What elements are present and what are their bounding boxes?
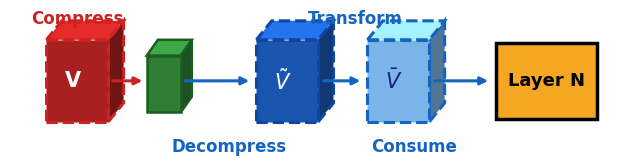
Polygon shape — [181, 40, 192, 112]
Text: V: V — [65, 71, 81, 91]
Polygon shape — [367, 21, 445, 40]
Polygon shape — [147, 40, 192, 56]
Text: Layer N: Layer N — [508, 72, 585, 90]
Polygon shape — [256, 40, 318, 122]
Polygon shape — [318, 21, 333, 122]
Bar — [496, 43, 597, 119]
Polygon shape — [256, 21, 333, 40]
Text: Consume: Consume — [371, 138, 457, 156]
Text: Compress: Compress — [31, 10, 123, 28]
Polygon shape — [429, 21, 445, 122]
Polygon shape — [47, 21, 123, 40]
Polygon shape — [367, 40, 429, 122]
Polygon shape — [147, 56, 181, 112]
Polygon shape — [108, 21, 123, 122]
Text: Decompress: Decompress — [171, 138, 286, 156]
Text: $\bar{V}$: $\bar{V}$ — [385, 69, 403, 93]
Polygon shape — [47, 40, 108, 122]
Text: Transform: Transform — [307, 10, 403, 28]
Text: $\tilde{V}$: $\tilde{V}$ — [274, 68, 291, 94]
